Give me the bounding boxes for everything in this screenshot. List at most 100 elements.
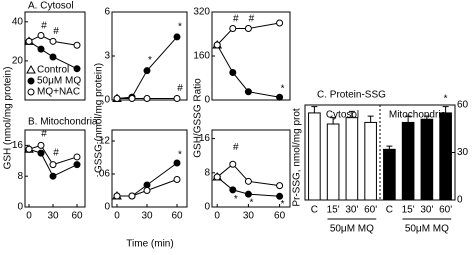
marker xyxy=(25,145,33,153)
bar xyxy=(401,121,415,201)
y-tick-label: 0 xyxy=(104,202,110,213)
marker xyxy=(37,31,45,39)
y-tick-label: 3 xyxy=(104,51,110,62)
plot-frame xyxy=(111,129,188,208)
y-tick-label: 320 xyxy=(193,7,210,18)
y-tick-label: 8 xyxy=(17,171,23,182)
marker xyxy=(113,192,121,200)
marker xyxy=(143,67,151,75)
x-tick-label: 60' xyxy=(439,205,452,216)
bar xyxy=(308,112,321,201)
y-tick-label: .12 xyxy=(96,136,110,147)
y-tick-label: 16 xyxy=(199,133,211,144)
annotation: # xyxy=(41,128,47,139)
y-axis-label: GSH (nmol/mg protein) xyxy=(3,67,14,170)
annotation: * xyxy=(281,199,285,210)
marker xyxy=(73,65,81,73)
y-axis-label: Pr-SSG, nmol/mg prot xyxy=(292,108,303,207)
series-line xyxy=(216,176,280,197)
annotation: # xyxy=(53,148,59,159)
annotation: # xyxy=(249,14,255,25)
marker xyxy=(229,160,237,168)
legend-marker xyxy=(27,77,35,85)
marker xyxy=(173,95,181,103)
marker xyxy=(276,182,284,190)
annotation: # xyxy=(233,142,239,153)
plot-frame xyxy=(24,11,86,101)
error-bar xyxy=(423,115,430,120)
x-tick-label: 30' xyxy=(420,205,433,216)
marker xyxy=(128,95,136,103)
error-bar xyxy=(442,106,449,113)
marker xyxy=(229,186,237,194)
marker xyxy=(73,161,81,169)
marker xyxy=(113,95,121,103)
x-tick-label: 0 xyxy=(26,211,32,222)
annotation: * xyxy=(281,84,285,95)
x-tick-label: 60 xyxy=(274,211,286,222)
annotation: # xyxy=(233,14,239,25)
panel-label: A. Cytosol xyxy=(28,1,74,12)
x-tick-label: 15' xyxy=(402,205,415,216)
y-tick-label: 0 xyxy=(104,95,110,106)
plot-frame xyxy=(24,129,86,208)
marker xyxy=(49,37,57,45)
marker xyxy=(173,33,181,41)
legend-marker xyxy=(26,64,36,74)
y-axis-label: GSSG (nmol/mg protein) xyxy=(94,63,105,173)
annotation: # xyxy=(53,26,59,37)
y-tick-label: 16 xyxy=(12,140,24,151)
series-line xyxy=(28,144,78,166)
marker xyxy=(276,192,284,200)
marker xyxy=(25,37,33,45)
x-tick-label: 0 xyxy=(214,211,220,222)
y-axis-label: GSH/GSSG Ratio xyxy=(193,78,204,158)
y-tick-label: 8 xyxy=(204,167,210,178)
y-tick-label: 6 xyxy=(104,7,110,18)
marker xyxy=(213,41,221,49)
annotation: # xyxy=(177,83,183,94)
group-treatment-label: 50μM MQ xyxy=(330,224,374,235)
y-tick-label: 0 xyxy=(204,202,210,213)
marker xyxy=(229,69,237,76)
marker xyxy=(173,159,181,167)
series-line xyxy=(216,163,280,187)
y2-tick-label: 60 xyxy=(457,100,469,111)
error-bar xyxy=(348,110,355,118)
bar xyxy=(326,123,340,201)
x-tick-label: 60 xyxy=(71,211,83,222)
marker xyxy=(37,141,45,149)
y-tick-label: 20 xyxy=(12,56,24,67)
marker xyxy=(276,19,284,27)
error-bar xyxy=(405,115,412,123)
annotation: * xyxy=(178,149,182,160)
marker xyxy=(229,25,237,32)
annotation: * xyxy=(234,194,238,205)
bar xyxy=(364,121,377,201)
x-tick-label: 30 xyxy=(47,211,59,222)
series-line xyxy=(28,148,78,177)
marker xyxy=(244,190,252,198)
series-line xyxy=(216,22,280,46)
x-tick-label: 30' xyxy=(345,205,358,216)
marker xyxy=(143,187,151,194)
series-line xyxy=(117,179,178,197)
annotation: * xyxy=(148,55,152,66)
marker xyxy=(244,88,252,96)
legend-marker xyxy=(27,88,35,96)
x-tick-label: 60 xyxy=(171,211,183,222)
marker xyxy=(143,95,151,103)
series-line xyxy=(28,34,78,46)
marker xyxy=(73,41,81,49)
x-axis-label: Time (min) xyxy=(126,239,173,250)
series-line xyxy=(28,40,78,70)
x-tick-label: C xyxy=(311,205,318,216)
panel-label: B. Mitochondria xyxy=(28,117,98,128)
annotation: * xyxy=(249,197,253,208)
marker xyxy=(213,173,221,181)
legend-label: 50μM MQ xyxy=(37,76,81,87)
x-tick-label: C xyxy=(386,205,393,216)
y-tick-label: .06 xyxy=(96,169,110,180)
legend-label: MQ+NAC xyxy=(37,87,80,98)
